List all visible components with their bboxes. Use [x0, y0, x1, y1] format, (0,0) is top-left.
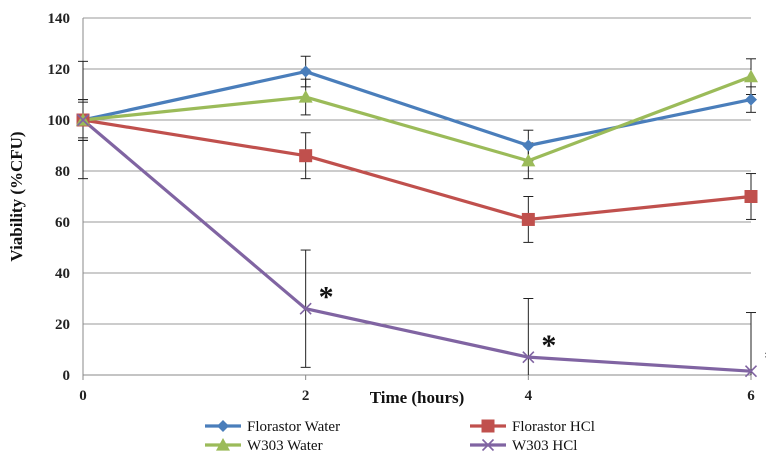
data-point-w303-water: [298, 90, 313, 103]
y-tick-label: 100: [48, 113, 71, 129]
series-line-w303-hcl: [81, 118, 752, 373]
error-bar-w303-hcl: [746, 312, 756, 375]
legend-item-florastor-water: Florastor Water: [205, 419, 340, 435]
data-point-florastor-hcl: [521, 212, 535, 226]
legend-swatch-marker: [217, 420, 229, 432]
x-tick-label: 4: [525, 388, 533, 404]
legend-label: W303 HCl: [512, 438, 577, 454]
legend: Florastor Water Florastor HCl W303 Water W3…: [205, 419, 595, 454]
y-tick-label: 120: [48, 62, 71, 78]
x-tick-labels: 0 2 4 6: [79, 388, 755, 404]
data-point-w303-hcl: [744, 365, 758, 378]
data-point-florastor-water: [745, 93, 757, 106]
significance-star: *: [764, 343, 766, 376]
data-point-w303-water: [744, 69, 758, 83]
y-tick-label: 20: [55, 317, 70, 333]
series-markers: [76, 65, 758, 378]
data-point-florastor-water: [299, 65, 312, 78]
data-point-w303-hcl: [76, 113, 90, 127]
legend-item-florastor-hcl: Florastor HCl: [470, 419, 595, 435]
x-stroke: [76, 113, 90, 127]
series-lines: [81, 69, 752, 373]
y-axis-title: Viability (%CFU): [7, 131, 26, 261]
data-point-w303-water: [521, 153, 536, 167]
legend-swatch-marker: [481, 419, 495, 433]
data-point-florastor-hcl: [299, 149, 313, 163]
series-line-florastor-water: [82, 69, 752, 148]
data-point-florastor-water: [522, 139, 535, 152]
x-tick-label: 0: [79, 388, 87, 404]
data-point-w303-hcl: [299, 302, 312, 315]
error-bar-w303-hcl: [523, 298, 534, 375]
x-stroke: [481, 438, 495, 452]
significance-star: *: [319, 281, 334, 314]
x-stroke: [522, 351, 535, 364]
significance-star: *: [541, 329, 556, 362]
series-line-w303-water: [82, 75, 752, 163]
x-stroke: [744, 365, 758, 378]
y-tick-label: 0: [63, 368, 71, 384]
legend-swatch-marker: [481, 438, 495, 452]
grid-lines: [82, 17, 752, 380]
y-tick-label: 80: [55, 164, 70, 180]
data-point-florastor-hcl: [744, 190, 758, 203]
y-tick-label: 40: [55, 266, 70, 282]
legend-swatch-marker: [216, 438, 230, 451]
legend-item-w303-hcl: W303 HCl: [470, 438, 577, 454]
data-point-w303-hcl: [522, 351, 535, 364]
x-stroke: [299, 302, 312, 315]
axes: [82, 18, 751, 376]
x-axis-title: Time (hours): [370, 388, 465, 407]
x-tick-label: 6: [747, 388, 755, 404]
series-line-florastor-hcl: [82, 118, 752, 222]
legend-label: W303 Water: [247, 438, 323, 454]
error-bars: [78, 55, 756, 375]
x-tick-label: 2: [302, 388, 310, 404]
legend-item-w303-water: W303 Water: [205, 438, 323, 454]
y-tick-label: 140: [48, 11, 71, 27]
legend-label: Florastor HCl: [512, 419, 595, 435]
legend-label: Florastor Water: [247, 419, 340, 435]
significance-annotations: * * *: [319, 281, 766, 376]
y-tick-labels: 0 20 40 60 80 100 120 140: [48, 11, 71, 384]
y-tick-label: 60: [55, 215, 70, 231]
